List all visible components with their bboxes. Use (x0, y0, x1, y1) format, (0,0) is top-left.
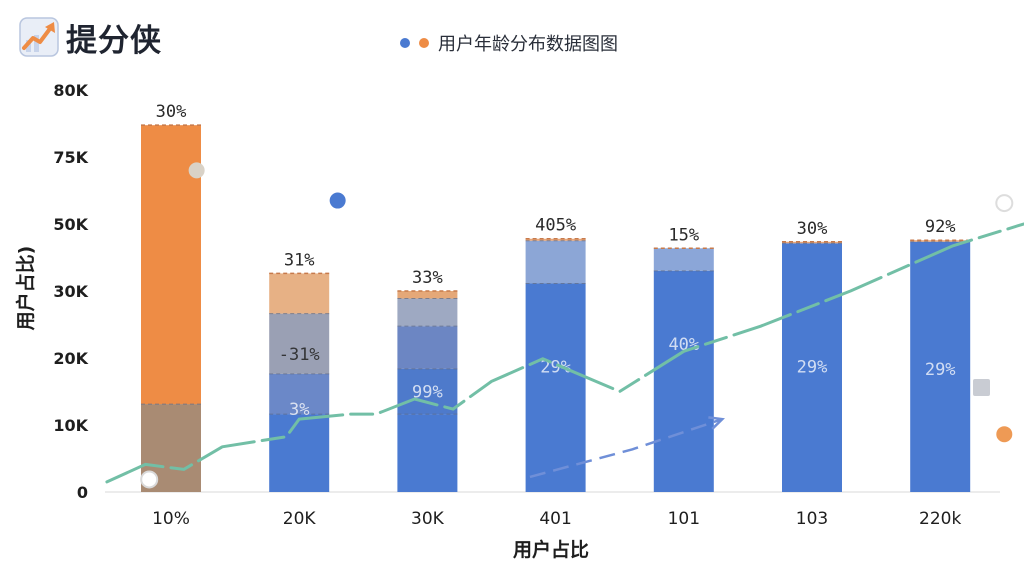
bar-top-label: 405% (535, 216, 576, 236)
bar-inner-label: 29% (925, 360, 956, 380)
trend-line-group (105, 222, 1024, 484)
decoration-dot (329, 192, 346, 209)
bar-inner-label: 3% (289, 400, 309, 420)
y-tick-label: 80K (53, 81, 88, 100)
brand-logo: 提分侠 (18, 14, 162, 60)
x-tick-label: 401 (539, 509, 571, 529)
decoration-square (973, 379, 990, 396)
x-tick-label: 30K (411, 509, 445, 529)
bar-segment (397, 414, 458, 492)
bar-inner-label: 29% (797, 357, 828, 377)
bar-segment (269, 373, 330, 415)
bar-segment (269, 313, 330, 374)
bar-inner-label: -31% (279, 345, 320, 365)
bar-segment (653, 270, 714, 492)
bar-segment (397, 326, 458, 369)
bars-group: 30%31%3%-31%33%99%405%29%15%40%30%29%92%… (141, 102, 971, 492)
bar-segment (910, 240, 971, 242)
bar-top-label: 31% (284, 250, 315, 270)
y-axis-ticks: 0 10K 20K 30K 50K 75K 80K (53, 81, 88, 502)
trend-line (105, 222, 1024, 484)
x-tick-label: 10% (152, 509, 190, 529)
bar-segment (525, 240, 586, 284)
bar-top-label: 92% (925, 217, 956, 237)
y-axis-title: 用户占比) (14, 246, 37, 331)
bar-segment (910, 241, 971, 492)
y-tick-label: 20K (53, 349, 88, 368)
arrow-line (529, 417, 723, 479)
y-tick-label: 30K (53, 282, 88, 301)
y-tick-label: 0 (77, 483, 88, 502)
x-tick-label: 103 (796, 509, 828, 529)
bar-segment (269, 273, 330, 314)
arrow-head (708, 416, 725, 430)
bar-segment (525, 283, 586, 492)
x-tick-label: 220k (919, 509, 961, 529)
bar-top-label: 30% (156, 102, 187, 122)
y-tick-label: 75K (53, 148, 88, 167)
bar-segment (653, 248, 714, 271)
y-tick-label: 50K (53, 215, 88, 234)
decoration-dot (140, 470, 159, 489)
x-tick-label: 101 (668, 509, 700, 529)
decoration-dot (188, 162, 205, 179)
chart-title: 用户年龄分布数据图图 (438, 34, 618, 55)
chart-legend: 用户年龄分布数据图图 (400, 30, 618, 56)
bar-segment (397, 291, 458, 299)
bar-segment (269, 414, 330, 492)
decorations-group (140, 162, 1014, 489)
x-axis-ticks: 10% 20K 30K 401 101 103 220k (152, 509, 961, 529)
y-tick-label: 10K (53, 416, 88, 435)
x-tick-label: 20K (283, 509, 317, 529)
bar-inner-label: 99% (412, 383, 443, 403)
brand-name: 提分侠 (66, 22, 162, 59)
bar-top-label: 30% (797, 219, 828, 239)
x-axis-title: 用户占比 (513, 538, 589, 561)
bar-top-label: 15% (668, 225, 699, 245)
decoration-dot (995, 194, 1014, 213)
bar-top-label: 33% (412, 268, 443, 288)
bar-segment (397, 298, 458, 327)
bar-segment (782, 243, 842, 492)
trend-up-arrow-icon (19, 17, 59, 57)
bar-segment (782, 241, 842, 244)
bar-segment (525, 238, 586, 241)
legend-orange-marker (419, 38, 429, 48)
legend-blue-marker (400, 38, 410, 48)
decoration-dot (996, 426, 1013, 443)
